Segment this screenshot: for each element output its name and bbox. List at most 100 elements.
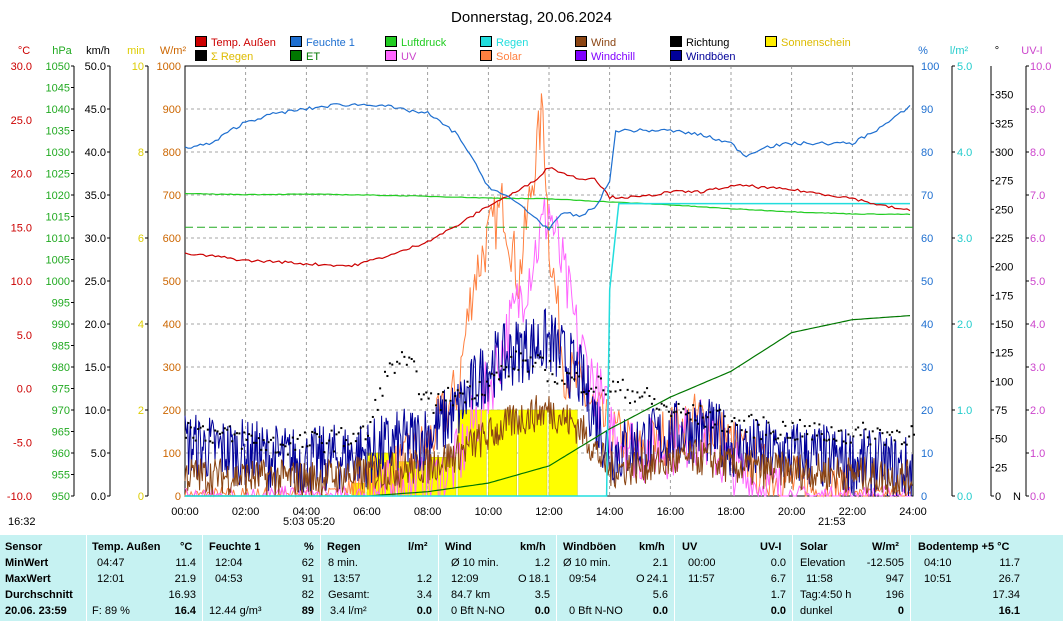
direction-point	[468, 385, 471, 388]
legend-label: Σ Regen	[211, 51, 254, 63]
direction-point	[864, 428, 867, 431]
temp-now-label: F: 89 %	[92, 605, 130, 617]
direction-point	[362, 425, 365, 428]
axis-tick-uvi: 3.0	[1030, 362, 1045, 374]
axis-tick-uvi: 10.0	[1030, 61, 1051, 73]
axis-tick-pct: 20	[921, 405, 933, 417]
axis-tick-hpa: 1010	[46, 233, 70, 245]
direction-point	[233, 433, 236, 436]
direction-point	[481, 393, 484, 396]
direction-point	[731, 420, 733, 423]
direction-point	[791, 421, 794, 424]
legend-item: Temp. Außen	[195, 36, 276, 49]
legend-label: Luftdruck	[401, 37, 447, 49]
axis-tick-uvi: 9.0	[1030, 104, 1045, 116]
direction-point	[464, 401, 467, 404]
axis-tick-wm2: 500	[163, 276, 181, 288]
direction-point	[774, 438, 777, 441]
direction-point	[849, 441, 852, 444]
axis-tick-deg: 125	[995, 348, 1013, 360]
direction-point	[478, 380, 481, 383]
axis-tick-kmh: 45.0	[85, 104, 106, 116]
direction-point	[369, 421, 372, 424]
axis-tick-temp: -5.0	[13, 437, 32, 449]
x-tick-label: 00:00	[171, 506, 199, 518]
wind-min-label: Ø 10 min.	[451, 557, 499, 569]
direction-point	[223, 427, 226, 430]
direction-point	[350, 442, 353, 445]
direction-point	[483, 394, 486, 397]
direction-point	[665, 405, 668, 408]
direction-point	[859, 434, 862, 437]
direction-point	[388, 362, 391, 365]
axis-tick-pct: 80	[921, 147, 933, 159]
axis-tick-min: 6	[138, 233, 144, 245]
axis-tick-temp: 30.0	[11, 61, 32, 73]
direction-point	[845, 442, 848, 445]
temp-avg-value: 16.93	[168, 589, 196, 601]
direction-point	[432, 411, 435, 414]
direction-point	[570, 376, 573, 379]
direction-point	[194, 439, 197, 442]
axis-tick-hpa: 955	[52, 470, 70, 482]
direction-point	[648, 395, 651, 398]
direction-point	[235, 432, 238, 435]
direction-point	[277, 451, 280, 454]
axis-tick-temp: 5.0	[17, 330, 32, 342]
direction-point	[629, 402, 632, 405]
temp-min-value: 11.4	[175, 557, 196, 569]
direction-point	[379, 387, 382, 390]
axis-tick-hpa: 970	[52, 405, 70, 417]
axis-tick-min: 2	[138, 405, 144, 417]
legend-label: Windböen	[686, 51, 736, 63]
direction-point	[777, 437, 780, 440]
direction-point	[616, 381, 619, 384]
axis-unit-hpa: hPa	[52, 45, 72, 57]
axis-unit-pct: %	[918, 45, 928, 57]
direction-point	[757, 423, 760, 426]
direction-point	[675, 410, 678, 413]
axis-tick-lm2: 3.0	[957, 233, 972, 245]
uv-max-time: 11:57	[688, 573, 715, 585]
direction-point	[697, 422, 700, 425]
direction-point	[434, 404, 437, 407]
legend-label: Windchill	[591, 51, 636, 63]
legend-item: Windböen	[670, 50, 736, 63]
wind-max-value: 18.1	[528, 573, 550, 585]
direction-point	[541, 356, 544, 359]
direction-point	[893, 439, 896, 442]
axis-tick-wm2: 700	[163, 190, 181, 202]
direction-point	[745, 430, 748, 433]
direction-point	[546, 380, 549, 383]
direction-point	[221, 431, 224, 434]
direction-point	[498, 378, 501, 381]
wind-beaufort: 0 Bft N-NO	[451, 605, 505, 617]
direction-point	[274, 451, 277, 454]
direction-point	[216, 430, 219, 433]
direction-point	[476, 394, 479, 397]
x-tick-label: 14:00	[596, 506, 624, 518]
direction-point	[677, 402, 680, 405]
direction-point	[556, 382, 559, 385]
direction-point	[527, 370, 530, 373]
direction-point	[835, 439, 838, 442]
rain-max-time: 13:57	[333, 573, 361, 585]
axis-tick-hpa: 960	[52, 448, 70, 460]
direction-point	[900, 443, 903, 446]
direction-point	[687, 412, 690, 415]
rain-total-value: 3.4	[416, 589, 432, 601]
direction-point	[798, 418, 801, 421]
direction-point	[551, 373, 554, 376]
direction-point	[626, 388, 629, 391]
legend-label: Feuchte 1	[306, 37, 355, 49]
direction-point	[282, 443, 285, 446]
axis-tick-hpa: 980	[52, 362, 70, 374]
direction-point	[260, 448, 263, 451]
axis-tick-hpa: 1025	[46, 169, 70, 181]
direction-point	[789, 436, 792, 439]
axis-tick-wm2: 1000	[157, 61, 181, 73]
direction-point	[689, 418, 692, 421]
direction-point	[573, 378, 576, 381]
axis-tick-wm2: 800	[163, 147, 181, 159]
axis-tick-kmh: 30.0	[85, 233, 106, 245]
